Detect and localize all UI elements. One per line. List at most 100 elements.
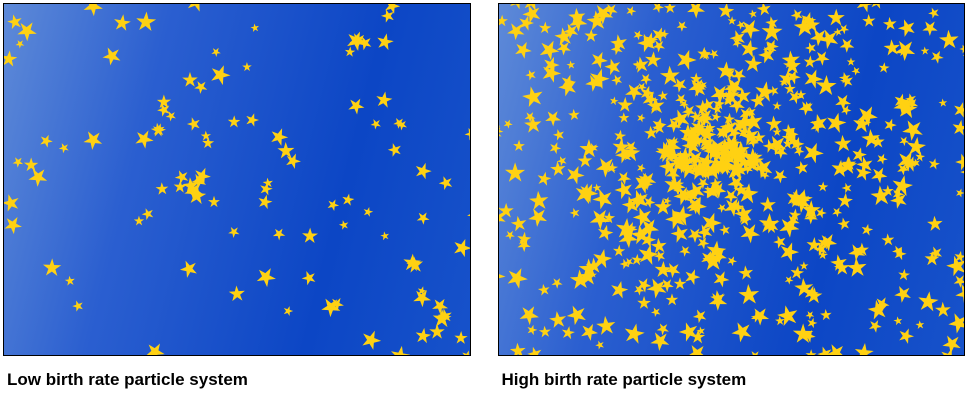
star-icon <box>676 147 695 166</box>
star-icon <box>892 245 909 262</box>
star-icon <box>711 149 724 162</box>
star-icon <box>937 97 949 109</box>
star-icon <box>417 286 427 296</box>
star-icon <box>633 60 643 70</box>
star-icon <box>609 33 629 53</box>
star-icon <box>839 103 854 118</box>
star-icon <box>739 125 760 146</box>
star-icon <box>937 346 960 356</box>
star-icon <box>558 323 578 343</box>
star-icon <box>867 163 891 187</box>
star-icon <box>556 75 581 100</box>
panel-high-birth-rate: High birth rate particle system <box>497 3 965 404</box>
star-icon <box>866 298 890 322</box>
star-icon <box>682 123 703 144</box>
star-icon <box>637 84 656 103</box>
star-icon <box>832 257 853 278</box>
star-icon <box>910 157 922 169</box>
star-icon <box>762 13 781 32</box>
star-icon <box>952 102 965 119</box>
star-icon <box>632 190 651 209</box>
star-icon <box>888 188 911 211</box>
star-icon <box>133 216 144 227</box>
star-icon <box>631 28 645 42</box>
star-icon <box>595 353 620 356</box>
star-icon <box>675 19 689 33</box>
star-icon <box>3 214 24 236</box>
star-icon <box>689 159 711 181</box>
star-icon <box>436 308 453 325</box>
star-icon <box>833 26 844 37</box>
star-icon <box>519 3 544 14</box>
star-icon <box>730 112 755 137</box>
star-icon <box>551 128 567 144</box>
star-icon <box>665 174 690 199</box>
star-icon <box>807 116 828 137</box>
star-icon <box>676 154 695 173</box>
star-icon <box>716 202 729 215</box>
star-icon <box>783 67 804 88</box>
star-icon <box>648 114 669 135</box>
star-icon <box>254 266 278 290</box>
star-icon <box>762 216 780 234</box>
star-icon <box>713 123 731 141</box>
star-icon <box>755 210 783 238</box>
star-icon <box>787 263 807 283</box>
star-icon <box>823 6 849 32</box>
star-icon <box>951 118 965 137</box>
star-icon <box>721 74 747 100</box>
star-icon <box>633 240 663 270</box>
star-icon <box>773 314 787 328</box>
star-icon <box>144 341 165 356</box>
star-icon <box>760 39 780 59</box>
star-icon <box>702 237 730 265</box>
star-icon <box>816 179 831 194</box>
star-icon <box>871 293 892 314</box>
star-icon <box>592 3 614 25</box>
star-icon <box>554 38 574 58</box>
star-icon <box>774 145 789 160</box>
star-icon <box>613 129 627 143</box>
star-icon <box>628 190 649 211</box>
star-icon <box>890 186 906 202</box>
star-icon <box>891 92 911 112</box>
star-icon <box>853 241 871 259</box>
star-icon <box>392 115 407 130</box>
star-icon <box>851 113 874 136</box>
star-icon <box>651 38 668 55</box>
star-icon <box>894 149 918 173</box>
star-icon <box>498 267 504 290</box>
star-icon <box>919 45 932 58</box>
star-icon <box>665 147 683 165</box>
star-icon <box>802 284 826 308</box>
star-icon <box>723 123 744 144</box>
star-icon <box>733 182 749 198</box>
star-icon <box>881 116 900 135</box>
star-icon <box>801 207 821 227</box>
star-icon <box>926 244 945 263</box>
star-icon <box>731 37 743 49</box>
star-icon <box>804 316 819 331</box>
star-icon <box>430 296 451 317</box>
star-icon <box>671 275 690 294</box>
star-icon <box>273 138 298 163</box>
star-icon <box>149 122 166 139</box>
star-icon <box>666 117 683 134</box>
star-icon <box>772 300 803 331</box>
star-icon <box>629 170 657 198</box>
star-icon <box>926 5 942 21</box>
star-icon <box>578 258 600 280</box>
star-icon <box>567 267 593 293</box>
star-icon <box>770 167 789 186</box>
star-icon <box>919 17 941 39</box>
star-icon <box>526 325 537 336</box>
star-icon <box>722 145 742 165</box>
star-icon <box>755 3 772 17</box>
star-icon <box>641 34 659 52</box>
star-icon <box>914 319 927 332</box>
star-icon <box>683 192 711 220</box>
star-icon <box>792 158 812 178</box>
star-icon <box>669 153 692 176</box>
star-icon <box>716 160 733 177</box>
star-icon <box>741 154 762 175</box>
